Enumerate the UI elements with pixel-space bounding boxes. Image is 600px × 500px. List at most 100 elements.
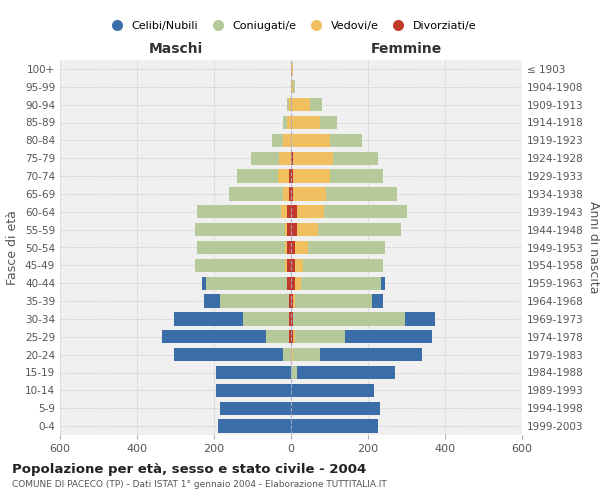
Bar <box>291 80 293 94</box>
Bar <box>329 170 383 183</box>
Bar <box>297 205 324 218</box>
Bar <box>173 312 243 326</box>
Bar <box>293 80 295 94</box>
Bar <box>295 294 372 308</box>
Bar <box>220 402 291 415</box>
Bar <box>285 241 287 254</box>
Bar <box>289 312 291 326</box>
Bar <box>229 187 283 200</box>
Bar <box>329 134 362 147</box>
Bar <box>197 241 285 254</box>
Bar <box>289 187 291 200</box>
Bar <box>289 294 291 308</box>
Bar <box>280 152 291 165</box>
Text: Femmine: Femmine <box>371 42 442 56</box>
Bar <box>291 258 295 272</box>
Bar <box>302 258 383 272</box>
Bar <box>283 187 289 200</box>
Bar <box>291 223 297 236</box>
Bar <box>272 134 283 147</box>
Bar <box>293 170 329 183</box>
Legend: Celibi/Nubili, Coniugati/e, Vedovi/e, Divorziati/e: Celibi/Nubili, Coniugati/e, Vedovi/e, Di… <box>101 17 481 36</box>
Bar <box>293 330 295 344</box>
Bar <box>291 348 293 362</box>
Bar <box>382 276 385 290</box>
Bar <box>251 152 280 165</box>
Bar <box>291 187 293 200</box>
Bar <box>295 258 302 272</box>
Bar <box>320 116 337 129</box>
Bar <box>291 98 310 112</box>
Bar <box>320 348 422 362</box>
Bar <box>291 241 295 254</box>
Bar <box>293 187 326 200</box>
Bar <box>287 241 291 254</box>
Bar <box>318 223 401 236</box>
Bar <box>295 241 308 254</box>
Bar <box>324 205 407 218</box>
Bar <box>291 276 295 290</box>
Bar <box>216 384 291 397</box>
Bar <box>281 205 287 218</box>
Bar <box>287 223 291 236</box>
Bar <box>293 152 334 165</box>
Bar <box>237 170 278 183</box>
Bar <box>283 134 291 147</box>
Bar <box>297 366 395 379</box>
Bar <box>162 330 266 344</box>
Bar <box>301 276 382 290</box>
Bar <box>289 330 291 344</box>
Text: COMUNE DI PACECO (TP) - Dati ISTAT 1° gennaio 2004 - Elaborazione TUTTITALIA.IT: COMUNE DI PACECO (TP) - Dati ISTAT 1° ge… <box>12 480 387 489</box>
Bar <box>291 420 377 433</box>
Bar <box>372 294 383 308</box>
Text: Maschi: Maschi <box>148 42 203 56</box>
Bar <box>291 62 293 76</box>
Bar <box>202 276 206 290</box>
Bar <box>334 152 377 165</box>
Bar <box>293 294 295 308</box>
Bar <box>220 294 289 308</box>
Y-axis label: Fasce di età: Fasce di età <box>7 210 19 285</box>
Bar <box>291 294 293 308</box>
Bar <box>287 116 291 129</box>
Bar <box>291 116 320 129</box>
Y-axis label: Anni di nascita: Anni di nascita <box>587 201 600 294</box>
Bar <box>197 205 281 218</box>
Bar <box>291 402 380 415</box>
Text: Popolazione per età, sesso e stato civile - 2004: Popolazione per età, sesso e stato civil… <box>12 462 366 475</box>
Bar <box>291 134 329 147</box>
Bar <box>291 330 293 344</box>
Bar <box>289 170 291 183</box>
Bar <box>291 312 293 326</box>
Bar <box>195 258 285 272</box>
Bar <box>291 366 297 379</box>
Bar <box>291 384 374 397</box>
Bar <box>218 420 291 433</box>
Bar <box>287 205 291 218</box>
Bar <box>287 276 291 290</box>
Bar <box>283 116 287 129</box>
Bar <box>206 276 287 290</box>
Bar <box>293 312 404 326</box>
Bar <box>295 276 301 290</box>
Bar <box>310 98 322 112</box>
Bar <box>205 294 220 308</box>
Bar <box>295 330 345 344</box>
Bar <box>287 98 289 112</box>
Bar <box>291 170 293 183</box>
Bar <box>283 348 291 362</box>
Bar <box>266 330 289 344</box>
Bar <box>278 170 289 183</box>
Bar <box>243 312 289 326</box>
Bar <box>404 312 436 326</box>
Bar <box>173 348 283 362</box>
Bar <box>291 205 297 218</box>
Bar <box>216 366 291 379</box>
Bar <box>287 258 291 272</box>
Bar <box>285 258 287 272</box>
Bar <box>293 348 320 362</box>
Bar <box>195 223 285 236</box>
Bar <box>291 152 293 165</box>
Bar <box>289 98 291 112</box>
Bar <box>326 187 397 200</box>
